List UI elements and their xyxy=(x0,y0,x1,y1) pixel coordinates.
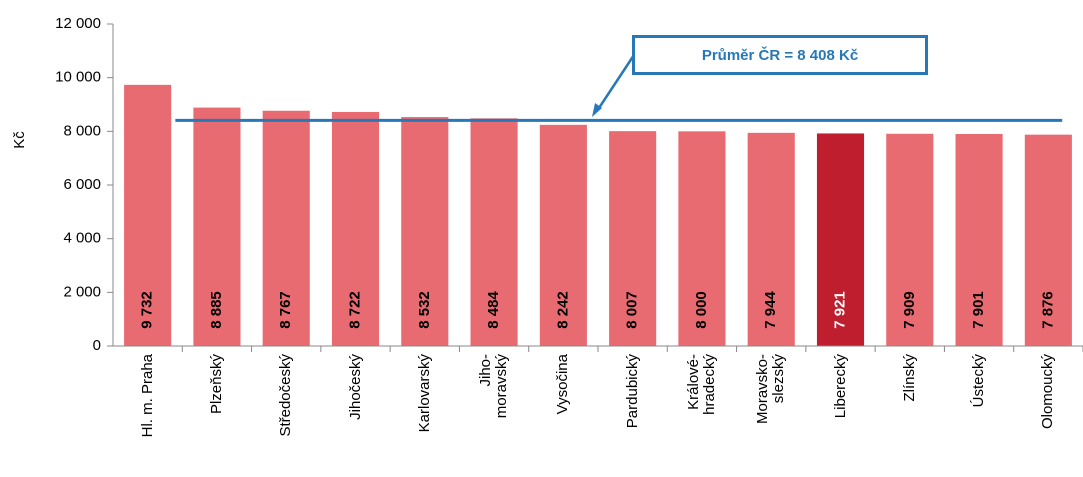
value-label: 8 000 xyxy=(693,291,710,329)
bar xyxy=(262,110,310,346)
y-tick-label: 8 000 xyxy=(63,122,101,139)
bar xyxy=(609,131,657,346)
x-tick-label: Pardubický xyxy=(623,354,641,429)
bar xyxy=(470,118,518,346)
x-tick-label: Králové- hradecký xyxy=(684,354,718,415)
bar xyxy=(331,111,380,347)
bar xyxy=(816,133,865,346)
callout-arrow xyxy=(595,54,636,112)
value-label: 8 484 xyxy=(485,291,502,329)
y-tick-label: 0 xyxy=(93,337,101,354)
x-tick-label: Jiho- moravský xyxy=(477,354,511,419)
value-label: 8 532 xyxy=(416,291,433,329)
x-tick-label: Zlínský xyxy=(900,354,918,402)
bar xyxy=(886,133,934,346)
y-tick-label: 2 000 xyxy=(63,283,101,300)
bar xyxy=(747,132,795,346)
value-label: 8 007 xyxy=(624,291,641,329)
value-label: 7 901 xyxy=(970,291,987,329)
x-tick-label: Plzeňský xyxy=(207,354,225,415)
callout-arrowhead xyxy=(592,103,602,117)
x-tick-label: Hl. m. Praha xyxy=(138,354,156,438)
bar xyxy=(539,124,587,347)
value-label: 7 944 xyxy=(762,291,779,329)
bar xyxy=(193,107,241,346)
value-label: 7 876 xyxy=(1039,291,1056,329)
x-tick-label: Karlovarský xyxy=(415,354,433,433)
value-label: 8 242 xyxy=(554,291,571,329)
x-tick-label: Ústecký xyxy=(970,354,988,408)
x-tick-label: Moravsko- slezský xyxy=(754,354,788,425)
x-tick-label: Středočeský xyxy=(277,354,295,437)
bar xyxy=(955,133,1003,346)
bar xyxy=(124,84,172,346)
value-label: 8 722 xyxy=(346,291,363,329)
bar xyxy=(678,131,726,346)
value-label: 8 767 xyxy=(277,291,294,329)
bar xyxy=(401,117,449,346)
bar xyxy=(1024,134,1072,346)
y-tick-label: 4 000 xyxy=(63,230,101,247)
y-tick-label: 10 000 xyxy=(55,69,101,86)
y-axis-label: Kč xyxy=(11,131,28,149)
value-label: 7 921 xyxy=(831,291,848,329)
value-label: 7 909 xyxy=(901,291,918,329)
y-tick-label: 12 000 xyxy=(55,15,101,32)
y-tick-label: 6 000 xyxy=(63,176,101,193)
x-tick-label: Jihočeský xyxy=(346,354,364,420)
value-label: 9 732 xyxy=(139,291,156,329)
x-tick-label: Vysočina xyxy=(554,354,572,415)
x-tick-label: Liberecký xyxy=(831,354,849,419)
x-tick-label: Olomoucký xyxy=(1039,354,1057,430)
value-label: 8 885 xyxy=(208,291,225,329)
average-label: Průměr ČR = 8 408 Kč xyxy=(632,35,928,75)
